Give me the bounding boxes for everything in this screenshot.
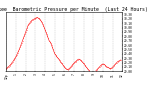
Title: Milwaukee  Barometric Pressure per Minute  (Last 24 Hours): Milwaukee Barometric Pressure per Minute… xyxy=(0,7,147,12)
